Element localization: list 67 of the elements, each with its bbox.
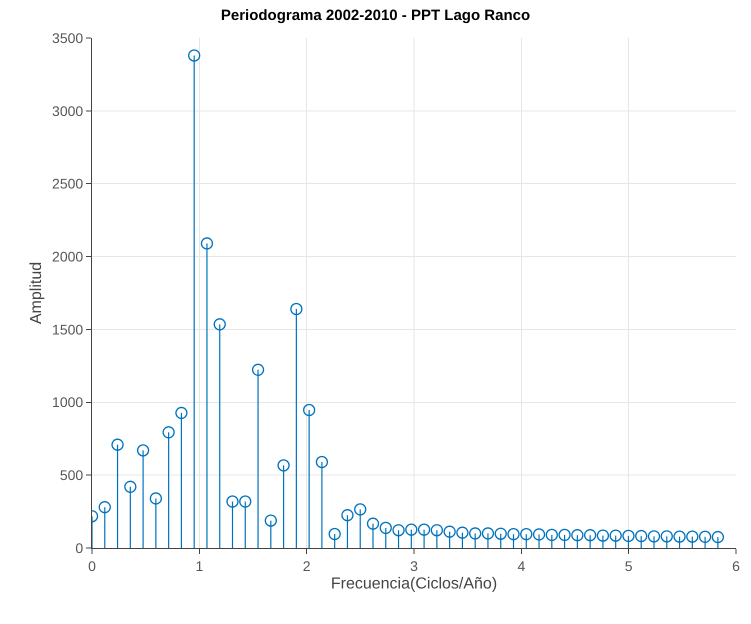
point: [354, 503, 366, 516]
x-tick-label: 0: [88, 558, 96, 574]
point: [443, 526, 456, 538]
point: [469, 527, 482, 540]
y-tick-label: 500: [60, 467, 84, 484]
point: [635, 530, 648, 542]
point: [532, 528, 546, 541]
point: [188, 49, 200, 62]
point: [264, 514, 277, 527]
y-axis-title: Amplitud: [28, 262, 45, 324]
y-tick-label: 0: [75, 540, 84, 556]
point: [673, 530, 686, 543]
y-tick-label: 3500: [52, 30, 84, 46]
point: [98, 501, 111, 514]
point: [698, 530, 712, 543]
point: [162, 426, 175, 438]
point: [124, 480, 136, 493]
point: [456, 526, 469, 539]
point: [175, 406, 188, 420]
x-tick-label: 6: [732, 558, 740, 574]
point: [226, 495, 239, 508]
point: [520, 528, 532, 540]
point: [712, 530, 724, 544]
point: [405, 523, 418, 536]
point: [136, 444, 150, 457]
y-tick-label: 1500: [52, 321, 84, 338]
point: [200, 237, 214, 250]
point: [686, 530, 698, 543]
x-axis-title: Frecuencia(Ciclos/Año): [330, 576, 498, 592]
y-tick-label: 1000: [52, 394, 84, 410]
point: [302, 404, 316, 416]
point: [111, 438, 124, 451]
point: [418, 523, 430, 536]
point: [430, 524, 444, 536]
point: [380, 522, 392, 534]
x-tick-label: 1: [195, 558, 204, 574]
chart-title: Periodograma 2002-2010 - PPT Lago Ranco: [220, 6, 530, 24]
point: [316, 456, 328, 468]
point: [546, 528, 558, 542]
point: [596, 529, 610, 542]
point: [610, 529, 622, 542]
point: [482, 527, 494, 540]
x-tick-label: 3: [410, 558, 418, 574]
x-tick-label: 5: [624, 558, 633, 574]
point: [392, 524, 405, 536]
point: [366, 518, 380, 530]
point: [494, 528, 507, 540]
point: [558, 528, 571, 542]
point: [214, 318, 226, 330]
point: [328, 528, 341, 540]
point: [150, 492, 162, 505]
point: [341, 509, 354, 522]
x-tick-label: 4: [517, 558, 526, 574]
point: [571, 529, 584, 542]
point: [290, 302, 303, 316]
y-tick-label: 2000: [52, 248, 84, 264]
point: [252, 364, 264, 376]
point: [239, 495, 252, 508]
point: [660, 530, 673, 542]
point: [622, 530, 635, 542]
point: [584, 529, 596, 542]
x-tick-label: 2: [302, 558, 311, 574]
point: [507, 528, 520, 540]
y-tick-label: 2500: [52, 176, 84, 192]
point: [648, 530, 660, 542]
point: [277, 459, 290, 472]
y-tick-label: 3000: [52, 102, 84, 119]
